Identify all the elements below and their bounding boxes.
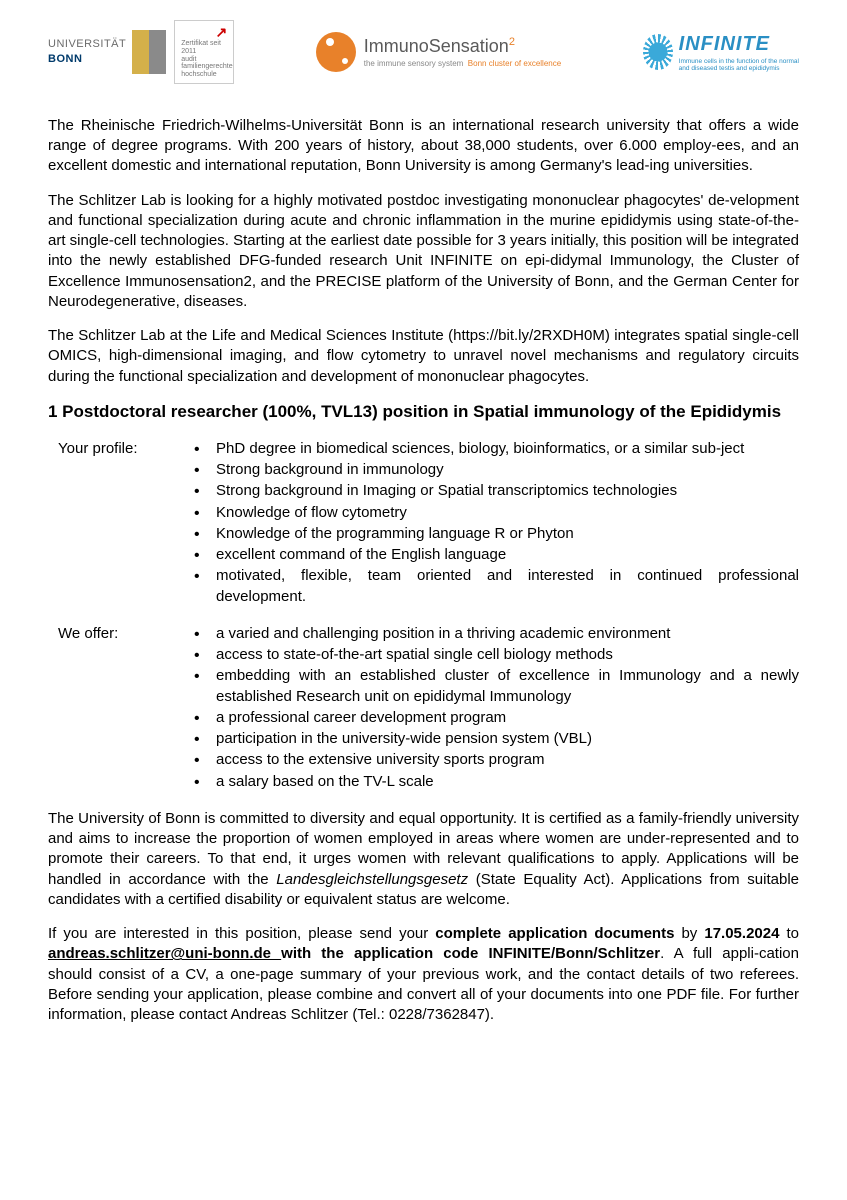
intro-paragraph-2: The Schlitzer Lab is looking for a highl…: [48, 191, 799, 313]
uni-bonn-label1: UNIVERSITÄT: [48, 37, 126, 52]
immunosensation-logo: ImmunoSensation2 the immune sensory syst…: [316, 32, 561, 72]
profile-list: PhD degree in biomedical sciences, biolo…: [188, 439, 799, 607]
infinite-cell-icon: [643, 34, 673, 70]
immuno-title: ImmunoSensation2: [364, 34, 561, 58]
zert-arrow-icon: ↗: [181, 25, 227, 40]
uni-bonn-logo: UNIVERSITÄT BONN ↗ Zertifikat seit 2011 …: [48, 20, 234, 84]
zert-line1: Zertifikat seit 2011: [181, 40, 227, 55]
list-item: Strong background in Imaging or Spatial …: [188, 481, 799, 501]
list-item: access to state-of-the-art spatial singl…: [188, 645, 799, 665]
contact-email[interactable]: andreas.schlitzer@uni-bonn.de: [48, 945, 281, 962]
list-item: Knowledge of flow cytometry: [188, 503, 799, 523]
diversity-paragraph: The University of Bonn is committed to d…: [48, 809, 799, 910]
immuno-cell-icon: [316, 32, 356, 72]
infinite-logo: INFINITE Immune cells in the function of…: [643, 31, 799, 72]
intro-paragraph-3: The Schlitzer Lab at the Life and Medica…: [48, 326, 799, 387]
list-item: a varied and challenging position in a t…: [188, 624, 799, 644]
list-item: a professional career development progra…: [188, 708, 799, 728]
zert-line2: audit familiengerechte: [181, 56, 227, 71]
position-heading: 1 Postdoctoral researcher (100%, TVL13) …: [48, 401, 799, 423]
infinite-sub1: Immune cells in the function of the norm…: [679, 58, 799, 65]
zertifikat-logo: ↗ Zertifikat seit 2011 audit familienger…: [174, 20, 234, 84]
list-item: access to the extensive university sport…: [188, 750, 799, 770]
logo-header: UNIVERSITÄT BONN ↗ Zertifikat seit 2011 …: [48, 20, 799, 84]
offer-label: We offer:: [48, 624, 188, 793]
apply-paragraph: If you are interested in this position, …: [48, 924, 799, 1025]
list-item: PhD degree in biomedical sciences, biolo…: [188, 439, 799, 459]
intro-paragraph-1: The Rheinische Friedrich-Wilhelms-Univer…: [48, 116, 799, 177]
list-item: Strong background in immunology: [188, 460, 799, 480]
offer-section: We offer: a varied and challenging posit…: [48, 624, 799, 793]
list-item: embedding with an established cluster of…: [188, 666, 799, 707]
list-item: participation in the university-wide pen…: [188, 729, 799, 749]
list-item: excellent command of the English languag…: [188, 545, 799, 565]
offer-list: a varied and challenging position in a t…: [188, 624, 799, 792]
uni-bonn-label2: BONN: [48, 52, 126, 67]
immuno-subtitle: the immune sensory system Bonn cluster o…: [364, 59, 561, 70]
infinite-title: INFINITE: [679, 31, 799, 58]
profile-label: Your profile:: [48, 439, 188, 608]
infinite-sub2: and diseased testis and epididymis: [679, 65, 799, 72]
uni-bonn-mark-icon: [132, 30, 166, 74]
list-item: a salary based on the TV-L scale: [188, 772, 799, 792]
list-item: Knowledge of the programming language R …: [188, 524, 799, 544]
profile-section: Your profile: PhD degree in biomedical s…: [48, 439, 799, 608]
list-item: motivated, flexible, team oriented and i…: [188, 566, 799, 607]
zert-line3: hochschule: [181, 71, 227, 79]
